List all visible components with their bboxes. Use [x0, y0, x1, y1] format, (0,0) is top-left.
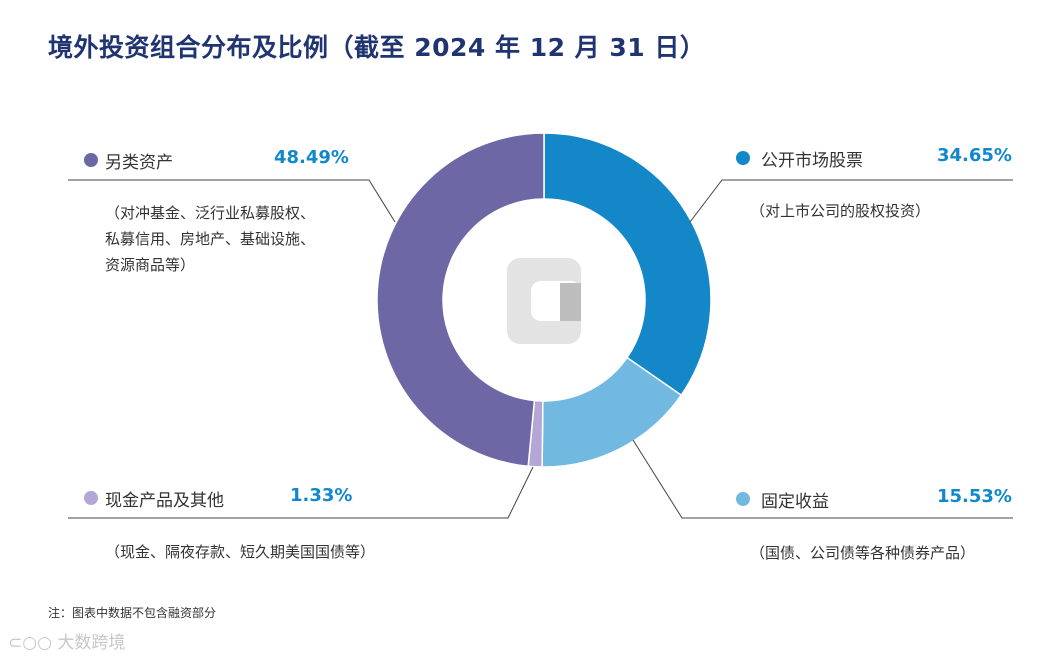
legend-dot-public-equity — [736, 151, 750, 165]
value-fixed-income: 15.53% — [937, 486, 1012, 507]
label-alternatives: 另类资产 — [105, 153, 173, 173]
leader-lines — [68, 179, 1013, 519]
legend-dot-fixed-income — [736, 492, 750, 506]
center-logo-icon — [507, 258, 581, 344]
slice-alternatives — [376, 132, 545, 468]
desc-alternatives-line-3: 资源商品等） — [105, 256, 196, 274]
watermark-logo-icon: ⊂○○ — [8, 633, 58, 653]
leader-line-public-equity — [689, 179, 1013, 223]
desc-alternatives-line-2: 私募信用、房地产、基础设施、 — [105, 230, 316, 248]
desc-public-equity: （对上市公司的股权投资） — [750, 202, 931, 220]
value-alternatives: 48.49% — [274, 147, 349, 168]
leader-line-alternatives — [68, 179, 396, 223]
slice-public-equity — [543, 132, 712, 397]
desc-cash: （现金、隔夜存款、短久期美国国债等） — [105, 543, 376, 561]
watermark-text: 大数跨境 — [57, 633, 126, 653]
desc-fixed-income: （国债、公司债等各种债券产品） — [750, 544, 976, 562]
label-public-equity: 公开市场股票 — [761, 151, 863, 171]
legend-dot-alternatives — [84, 153, 98, 167]
label-fixed-income: 固定收益 — [761, 492, 829, 512]
desc-alternatives-line-1: （对冲基金、泛行业私募股权、 — [105, 204, 316, 222]
footnote: 注：图表中数据不包含融资部分 — [48, 606, 217, 620]
value-cash: 1.33% — [290, 485, 353, 506]
chart-title: 境外投资组合分布及比例（截至 2024 年 12 月 31 日） — [48, 33, 706, 62]
leader-line-fixed-income — [632, 439, 1013, 519]
label-cash: 现金产品及其他 — [105, 491, 224, 511]
desc-alternatives: （对冲基金、泛行业私募股权、 私募信用、房地产、基础设施、 资源商品等） — [105, 200, 315, 278]
donut-slices — [376, 132, 712, 468]
legend-dot-cash — [84, 491, 98, 505]
value-public-equity: 34.65% — [937, 145, 1012, 166]
leader-line-cash — [68, 466, 534, 519]
watermark: ⊂○○ 大数跨境 — [8, 628, 125, 653]
